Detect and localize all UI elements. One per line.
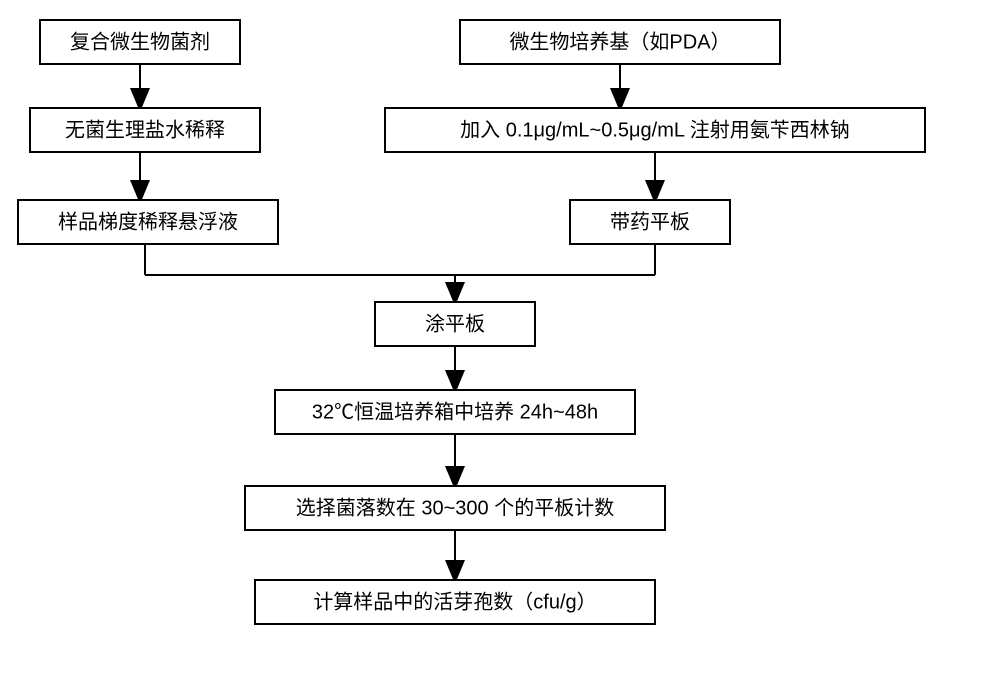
node-label: 微生物培养基（如PDA） (509, 30, 730, 53)
node-label: 带药平板 (610, 210, 690, 233)
node-label: 涂平板 (425, 312, 485, 335)
node-label: 32℃恒温培养箱中培养 24h~48h (312, 400, 598, 423)
flow-node-n1: 复合微生物菌剂 (40, 20, 240, 64)
flow-node-n8: 32℃恒温培养箱中培养 24h~48h (275, 390, 635, 434)
node-label: 无菌生理盐水稀释 (65, 118, 225, 141)
flow-node-n6: 带药平板 (570, 200, 730, 244)
node-label: 计算样品中的活芽孢数（cfu/g） (313, 590, 596, 613)
node-label: 样品梯度稀释悬浮液 (58, 210, 238, 233)
nodes-group: 复合微生物菌剂 微生物培养基（如PDA） 无菌生理盐水稀释 加入 0.1μg/mL~0… (18, 20, 925, 624)
flow-node-n2: 微生物培养基（如PDA） (460, 20, 780, 64)
flow-node-n4: 加入 0.1μg/mL~0.5μg/mL 注射用氨苄西林钠 (385, 108, 925, 152)
node-label: 加入 0.1μg/mL~0.5μg/mL 注射用氨苄西林钠 (460, 118, 850, 141)
node-label: 选择菌落数在 30~300 个的平板计数 (296, 496, 614, 519)
node-label: 复合微生物菌剂 (70, 30, 210, 53)
flow-node-n3: 无菌生理盐水稀释 (30, 108, 260, 152)
flow-node-n5: 样品梯度稀释悬浮液 (18, 200, 278, 244)
flow-node-n10: 计算样品中的活芽孢数（cfu/g） (255, 580, 655, 624)
flowchart-svg: 复合微生物菌剂 微生物培养基（如PDA） 无菌生理盐水稀释 加入 0.1μg/mL~0… (0, 0, 1000, 676)
flow-node-n9: 选择菌落数在 30~300 个的平板计数 (245, 486, 665, 530)
flow-node-n7: 涂平板 (375, 302, 535, 346)
